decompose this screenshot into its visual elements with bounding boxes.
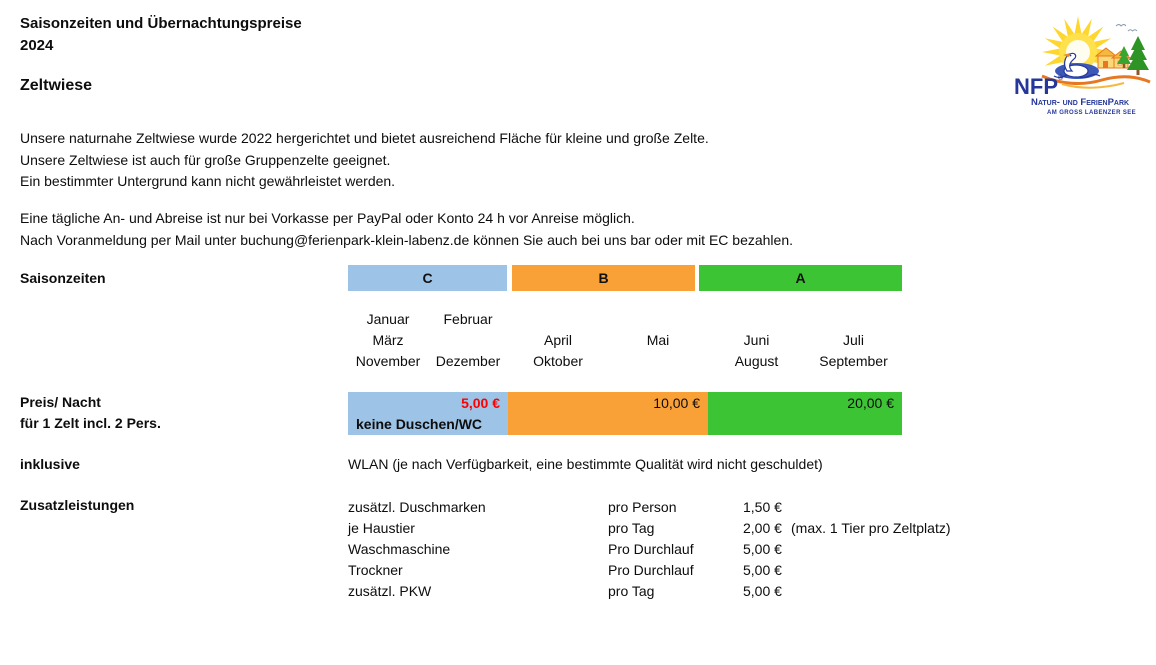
month-cell: April [543, 332, 572, 348]
season-band-c-code: C [422, 270, 433, 286]
price-value-a: 20,00 € [847, 395, 894, 411]
month-cell: Juli [842, 332, 864, 348]
intro-line: Unsere naturnahe Zeltwiese wurde 2022 he… [20, 130, 709, 146]
logo-name: Natur- und FerienPark [1031, 97, 1129, 108]
months-row-2: März April Mai Juni Juli [348, 330, 902, 351]
price-cell-season-b: 10,00 € [508, 392, 708, 435]
month-cell [508, 309, 608, 330]
title-line: Saisonzeiten und Übernachtungspreise [20, 15, 302, 32]
extras-name: zusätzl. Duschmarken [348, 499, 486, 515]
price-cell-season-c: 5,00 € keine Duschen/WC [348, 392, 508, 435]
seasons-label: Saisonzeiten [20, 270, 106, 286]
logo-reg-mark: ® [1058, 74, 1064, 82]
price-row-label: Preis/ Nacht für 1 Zelt incl. 2 Pers. [20, 392, 161, 434]
month-cell: Dezember [435, 353, 501, 369]
month-cell: Oktober [533, 353, 583, 369]
beach-wave-icon [1041, 74, 1151, 89]
extras-row: zusätzl. Duschmarken pro Person 1,50 € [348, 497, 988, 518]
trees-icon [1117, 36, 1149, 75]
title-year: 2024 [20, 37, 54, 54]
extras-price: 1,50 € [743, 499, 782, 515]
month-cell: Mai [646, 332, 670, 348]
park-logo-graphic: NFP ® Natur- und FerienPark AM GROSS LAB… [1014, 16, 1151, 116]
park-logo: NFP ® Natur- und FerienPark AM GROSS LAB… [1002, 10, 1154, 118]
inclusive-label: inklusive [20, 456, 80, 472]
extras-price: 2,00 € [743, 520, 782, 536]
month-cell: August [734, 353, 779, 369]
month-cell: März [372, 332, 404, 348]
month-cell [608, 309, 708, 330]
extras-row: Trockner Pro Durchlauf 5,00 € [348, 560, 988, 581]
price-value-c: 5,00 € [461, 395, 500, 411]
extras-table: zusätzl. Duschmarken pro Person 1,50 € j… [348, 497, 988, 602]
birds-icon [1115, 24, 1138, 32]
months-row-1: Januar Februar [348, 309, 902, 330]
month-cell: Juni [743, 332, 770, 348]
extras-row: je Haustier pro Tag 2,00 € (max. 1 Tier … [348, 518, 988, 539]
month-cell: September [819, 353, 888, 369]
extras-unit: pro Tag [608, 583, 655, 599]
season-band-a: A [699, 265, 902, 291]
inclusive-text: WLAN (je nach Verfügbarkeit, eine bestim… [348, 456, 823, 472]
price-label-line2: für 1 Zelt incl. 2 Pers. [20, 415, 161, 431]
price-cell-season-a: 20,00 € [708, 392, 902, 435]
payment-line: Eine tägliche An- und Abreise ist nur be… [20, 210, 635, 226]
price-value-b: 10,00 € [653, 395, 700, 411]
months-row-3: November Dezember Oktober August Septemb… [348, 351, 902, 372]
month-cell: Januar [366, 311, 410, 327]
page-title: Saisonzeiten und Übernachtungspreise 202… [20, 13, 302, 57]
extras-note: (max. 1 Tier pro Zeltplatz) [791, 520, 951, 536]
season-band-b-code: B [598, 270, 609, 286]
extras-name: je Haustier [348, 520, 415, 536]
season-band-c: C [348, 265, 507, 291]
extras-unit: Pro Durchlauf [608, 562, 694, 578]
extras-name: zusätzl. PKW [348, 583, 432, 599]
payment-paragraph: Eine tägliche An- und Abreise ist nur be… [20, 208, 793, 251]
season-bands: C B A [348, 265, 902, 291]
intro-line: Unsere Zeltwiese ist auch für große Grup… [20, 151, 391, 168]
intro-line: Ein bestimmter Untergrund kann nicht gew… [20, 173, 396, 189]
extras-price: 5,00 € [743, 562, 782, 578]
extras-unit: pro Person [608, 499, 677, 515]
page-subtitle: Zeltwiese [20, 77, 93, 94]
season-band-b: B [512, 265, 695, 291]
season-months-grid: Januar Februar März April Mai Juni Juli … [348, 309, 902, 372]
price-note-c: keine Duschen/WC [356, 416, 483, 432]
extras-price: 5,00 € [743, 541, 782, 557]
month-cell [708, 309, 805, 330]
extras-price: 5,00 € [743, 583, 782, 599]
month-cell: Februar [443, 311, 493, 327]
month-cell [608, 351, 708, 372]
extras-row: Waschmaschine Pro Durchlauf 5,00 € [348, 539, 988, 560]
extras-row: zusätzl. PKW pro Tag 5,00 € [348, 581, 988, 602]
season-band-a-code: A [795, 270, 806, 286]
extras-name: Trockner [348, 562, 403, 578]
month-cell [805, 309, 902, 330]
extras-unit: pro Tag [608, 520, 655, 536]
logo-tagline: AM GROSS LABENZER SEE [1047, 110, 1136, 116]
intro-paragraph: Unsere naturnahe Zeltwiese wurde 2022 he… [20, 128, 709, 193]
extras-unit: Pro Durchlauf [608, 541, 694, 557]
logo-text: NFP ® Natur- und FerienPark AM GROSS LAB… [1014, 74, 1136, 116]
price-label-line1: Preis/ Nacht [20, 394, 101, 410]
extras-label: Zusatzleistungen [20, 497, 135, 513]
swan-icon [1063, 52, 1089, 78]
logo-abbr: NFP [1014, 74, 1058, 99]
extras-name: Waschmaschine [348, 541, 451, 557]
month-cell: November [355, 353, 421, 369]
payment-line: Nach Voranmeldung per Mail unter buchung… [20, 231, 794, 248]
month-cell [428, 330, 508, 351]
